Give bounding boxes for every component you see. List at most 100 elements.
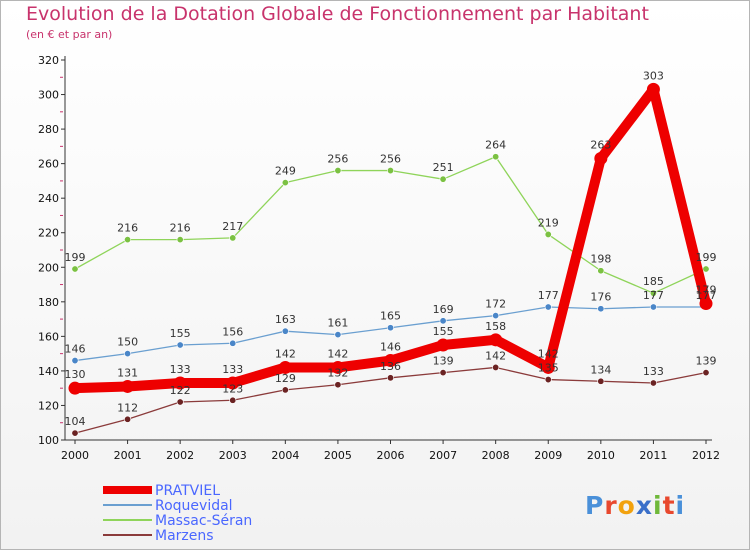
legend-label-marzens: Marzens [155, 528, 214, 544]
data-label-massac-s-ran: 219 [538, 216, 559, 229]
x-tick-label: 2010 [587, 449, 615, 462]
data-point-massac-s-ran [229, 234, 237, 242]
data-label-massac-s-ran: 251 [433, 161, 454, 174]
data-point-marzens [544, 376, 552, 384]
data-point-marzens [176, 398, 184, 406]
data-point-roquevidal [492, 312, 500, 320]
data-label-marzens: 139 [696, 355, 717, 368]
data-label-massac-s-ran: 199 [696, 251, 717, 264]
data-label-marzens: 135 [538, 362, 559, 375]
data-label-pratviel: 142 [327, 347, 348, 360]
data-point-massac-s-ran [334, 167, 342, 175]
data-label-massac-s-ran: 216 [117, 222, 138, 235]
data-label-marzens: 112 [117, 401, 138, 414]
logo-letter: i [675, 491, 686, 520]
chart-title: Evolution de la Dotation Globale de Fonc… [26, 3, 649, 25]
data-label-pratviel: 130 [65, 368, 86, 381]
x-tick-label: 2004 [271, 449, 299, 462]
chart-series [68, 82, 713, 437]
x-tick-label: 2003 [219, 449, 247, 462]
y-tick-label: 280 [38, 123, 59, 136]
x-tick-label: 2011 [639, 449, 667, 462]
data-point-massac-s-ran [439, 175, 447, 183]
data-point-roquevidal [544, 303, 552, 311]
y-tick-label: 160 [38, 330, 59, 343]
data-point-pratviel [226, 376, 240, 390]
data-point-roquevidal [386, 324, 394, 332]
data-label-roquevidal: 156 [222, 325, 243, 338]
data-label-pratviel: 263 [590, 138, 611, 151]
data-point-roquevidal [176, 341, 184, 349]
logo-letter: r [604, 491, 618, 520]
data-point-massac-s-ran [492, 153, 500, 161]
y-tick-label: 120 [38, 399, 59, 412]
data-label-massac-s-ran: 185 [643, 275, 664, 288]
proxiti-logo: Proxiti [585, 491, 685, 520]
x-tick-label: 2000 [61, 449, 89, 462]
data-label-massac-s-ran: 256 [327, 153, 348, 166]
y-tick-label: 260 [38, 158, 59, 171]
data-label-roquevidal: 177 [696, 289, 717, 302]
x-tick-label: 2012 [692, 449, 720, 462]
data-point-pratviel [331, 360, 345, 374]
data-label-marzens: 132 [327, 367, 348, 380]
x-tick-label: 2005 [324, 449, 352, 462]
logo-letter: P [585, 491, 605, 520]
data-label-marzens: 134 [590, 363, 611, 376]
data-point-marzens [71, 429, 79, 437]
data-label-pratviel: 142 [275, 347, 296, 360]
data-point-pratviel [489, 333, 503, 347]
data-label-marzens: 136 [380, 360, 401, 373]
data-label-pratviel: 133 [222, 363, 243, 376]
data-point-roquevidal [439, 317, 447, 325]
data-point-massac-s-ran [281, 179, 289, 187]
data-label-roquevidal: 172 [485, 298, 506, 311]
logo-letter: i [653, 491, 663, 520]
x-tick-label: 2002 [166, 449, 194, 462]
data-point-pratviel [121, 379, 135, 393]
data-label-roquevidal: 177 [643, 289, 664, 302]
data-point-roquevidal [334, 331, 342, 339]
y-tick-label: 200 [38, 261, 59, 274]
x-tick-label: 2007 [429, 449, 457, 462]
data-label-roquevidal: 146 [65, 343, 86, 356]
data-label-massac-s-ran: 216 [170, 222, 191, 235]
logo-letter: t [662, 491, 676, 520]
data-point-massac-s-ran [386, 167, 394, 175]
data-point-roquevidal [597, 305, 605, 313]
data-point-roquevidal [281, 327, 289, 335]
data-point-massac-s-ran [544, 230, 552, 238]
data-label-massac-s-ran: 256 [380, 153, 401, 166]
data-label-roquevidal: 161 [327, 317, 348, 330]
data-label-roquevidal: 176 [590, 291, 611, 304]
data-point-massac-s-ran [597, 267, 605, 275]
data-point-massac-s-ran [702, 265, 710, 273]
data-point-marzens [229, 396, 237, 404]
data-point-roquevidal [229, 339, 237, 347]
x-tick-label: 2006 [377, 449, 405, 462]
data-label-roquevidal: 150 [117, 336, 138, 349]
data-label-marzens: 133 [643, 365, 664, 378]
data-point-roquevidal [649, 303, 657, 311]
y-tick-label: 100 [38, 434, 59, 447]
y-tick-label: 180 [38, 296, 59, 309]
y-tick-label: 300 [38, 89, 59, 102]
x-tick-label: 2009 [534, 449, 562, 462]
data-label-massac-s-ran: 199 [65, 251, 86, 264]
data-label-massac-s-ran: 217 [222, 220, 243, 233]
data-label-roquevidal: 165 [380, 310, 401, 323]
data-point-marzens [281, 386, 289, 394]
data-point-pratviel [173, 376, 187, 390]
data-label-pratviel: 158 [485, 320, 506, 333]
data-point-pratviel [541, 360, 555, 374]
data-point-marzens [334, 381, 342, 389]
logo-letter: o [617, 491, 636, 520]
x-tick-label: 2008 [482, 449, 510, 462]
data-point-marzens [124, 415, 132, 423]
data-point-massac-s-ran [124, 236, 132, 244]
data-label-roquevidal: 163 [275, 313, 296, 326]
data-label-marzens: 122 [170, 384, 191, 397]
data-point-massac-s-ran [71, 265, 79, 273]
